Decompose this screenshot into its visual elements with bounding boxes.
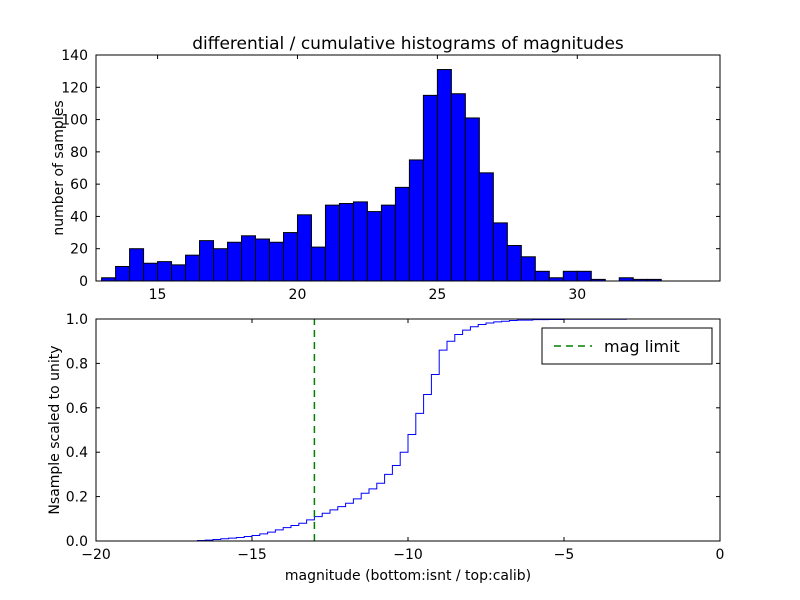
chart-title: differential / cumulative histograms of … [192,34,624,54]
histogram-bar [408,159,424,282]
histogram-bar [492,222,508,282]
histogram-bar [380,204,396,282]
legend-label: mag limit [604,337,680,356]
histogram-bar [213,248,229,282]
histogram-bar [199,240,215,282]
histogram-bar [115,265,131,282]
x-tick-label: −20 [81,547,111,563]
histogram-bar [129,248,145,282]
histogram-bar [171,264,187,282]
histogram-bar [157,261,173,282]
y-tick-label: 0 [79,274,88,290]
y-tick-label: 0.4 [66,445,88,461]
histogram-bar [352,201,368,282]
y-tick-label: 0.6 [66,401,88,417]
x-tick-label: 0 [716,547,725,563]
bottom-x-axis-label: magnitude (bottom:isnt / top:calib) [284,568,532,584]
y-tick-label: 1.0 [66,312,88,328]
x-tick-label: 20 [289,287,307,303]
histogram-bar [282,232,298,282]
cumulative-step-line [96,318,720,542]
histogram-bar [436,69,452,282]
x-tick-label: −5 [554,547,575,563]
histogram-bar [185,254,201,282]
histogram-bar [296,214,312,282]
y-tick-label: 0.0 [66,534,88,550]
histogram-bar [520,256,536,282]
histogram-bar [143,262,159,282]
histogram-bar [422,94,438,282]
histogram-bar [227,241,243,282]
bottom-axes: −20 −15 −10 −5 0 0.0 0.2 0.4 0.6 0.8 1.0 [66,312,725,563]
x-tick-label: −10 [393,547,423,563]
y-tick-label: 0.2 [66,490,88,506]
histogram-bar [338,203,354,282]
y-tick-label: 20 [70,242,88,258]
y-tick-label: 40 [70,209,88,225]
x-tick-label: 15 [149,287,167,303]
histogram-bar [255,238,270,282]
histogram-bar [534,270,550,282]
axes-frame [95,54,721,282]
histogram-bar [464,117,480,282]
x-tick-label: 25 [428,287,446,303]
histogram-bar [562,270,578,282]
y-tick-label: 140 [61,48,88,64]
top-axes: 15 20 25 30 0 20 40 60 80 100 120 140 [61,48,721,303]
histogram-bars [101,69,662,282]
y-tick-label: 80 [70,145,88,161]
bottom-y-axis-label: Nsample scaled to unity [47,345,63,515]
y-tick-label: 120 [61,80,88,96]
x-tick-label: 30 [568,287,586,303]
histogram-bar [310,246,326,282]
histogram-bar [450,93,466,282]
y-tick-label: 0.8 [66,356,88,372]
histogram-bar [478,172,494,282]
top-y-axis-label: number of samples [51,100,67,236]
legend: mag limit [541,327,713,365]
histogram-bar [241,235,256,282]
x-tick-label: −15 [237,547,267,563]
histogram-bar [324,204,340,282]
histogram-bar [394,186,410,282]
y-tick-label: 100 [61,113,88,129]
histogram-bar [506,244,522,282]
histogram-bar [576,270,592,282]
histogram-bar [366,211,382,282]
histogram-bar [268,241,284,282]
y-tick-label: 60 [70,177,88,193]
